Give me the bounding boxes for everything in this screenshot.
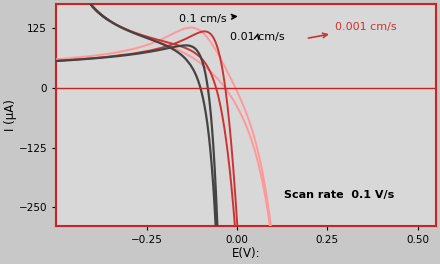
Text: Scan rate  0.1 V/s: Scan rate 0.1 V/s bbox=[284, 190, 394, 200]
Text: 0.001 cm/s: 0.001 cm/s bbox=[308, 22, 396, 38]
Text: 0.01 cm/s: 0.01 cm/s bbox=[230, 32, 284, 42]
Y-axis label: I (μA): I (μA) bbox=[4, 99, 17, 131]
Text: 0.1 cm/s: 0.1 cm/s bbox=[179, 14, 236, 24]
X-axis label: E(V):: E(V): bbox=[232, 247, 260, 260]
